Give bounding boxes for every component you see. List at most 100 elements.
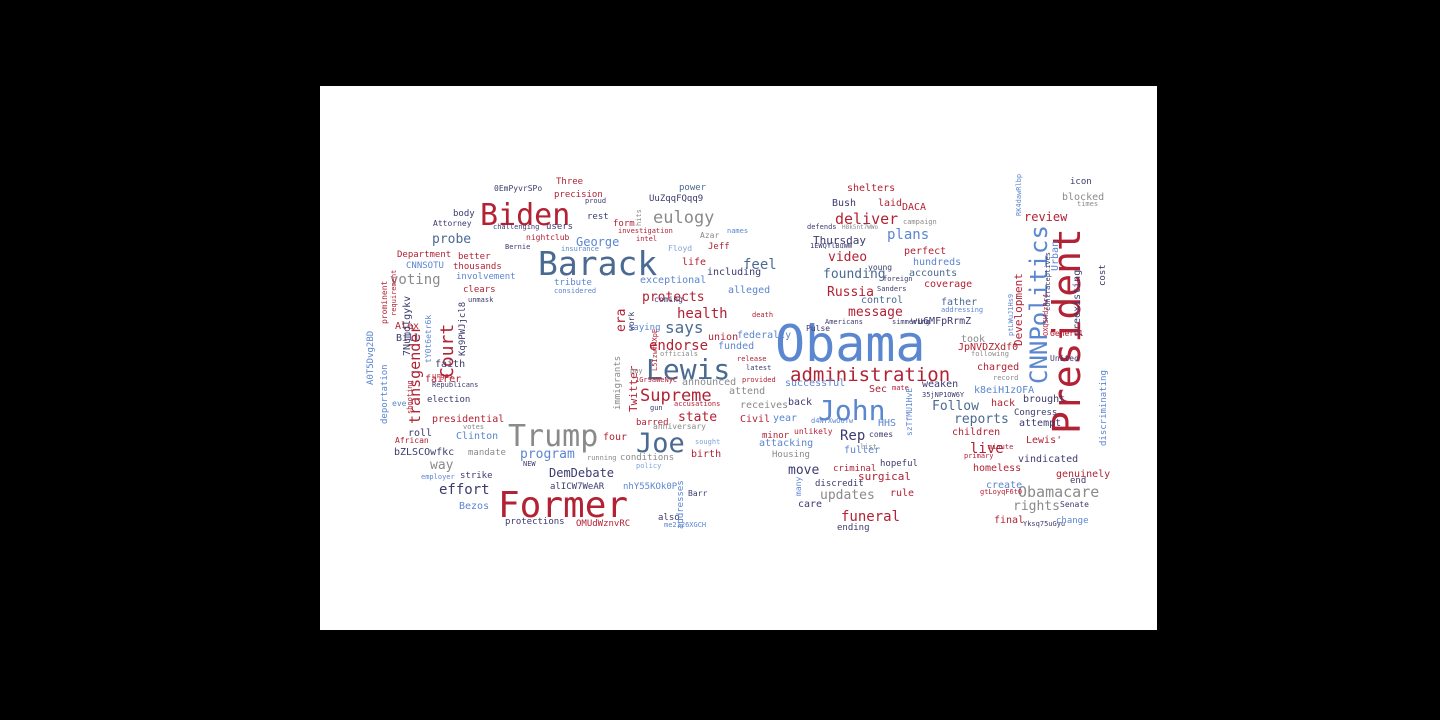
word-gtloyqf6t0: gtLoyqF6t0 [980, 488, 1022, 496]
word-primary: primary [964, 452, 994, 460]
word-clinton: Clinton [456, 431, 498, 442]
word-says: says [665, 318, 704, 337]
word-hack: hack [991, 398, 1015, 409]
word-many: many [794, 477, 803, 496]
word-final: final [994, 515, 1024, 526]
word-state: state [678, 410, 717, 425]
word-birth: birth [691, 449, 721, 460]
word-union: union [708, 332, 738, 343]
word-genuinely: genuinely [1056, 469, 1110, 480]
word-sztfmu1hve: szTfMU1HvE [905, 388, 914, 436]
word-proud: proud [585, 197, 606, 205]
word-cnnsotu: CNNSOTU [406, 261, 444, 271]
word-african: African [395, 436, 429, 445]
word-laid: laid [878, 198, 902, 209]
word-attacking: attacking [759, 438, 813, 449]
word-criminal: criminal [833, 464, 876, 474]
word-department: Department [397, 250, 451, 260]
word-nhy55kok0p: nhY55KOk0P [623, 482, 678, 492]
word-deliver: deliver [835, 210, 898, 228]
word-employer: employer [421, 473, 455, 481]
word-fuller: fuller [844, 445, 880, 456]
word-hundreds: hundreds [913, 257, 961, 268]
word-former: Former [498, 485, 628, 526]
word-death: death [752, 311, 773, 319]
word-omudwznvrc: OMUdWznvRC [576, 519, 630, 529]
word-ty0t6etr6k: tY0t6etr6k [424, 315, 433, 363]
word-icon: icon [1070, 177, 1092, 187]
word-anniversary: anniversary [653, 422, 706, 431]
word-review: review [1024, 210, 1068, 224]
word-deportation: deportation [380, 364, 390, 424]
word-challenging: challenging [493, 223, 539, 231]
word-americans: Americans [825, 318, 863, 326]
word-including: including [707, 267, 761, 278]
word-reports: reports [954, 412, 1009, 427]
word-updates: updates [820, 488, 875, 503]
word-work: work [627, 312, 636, 331]
word-george: George [576, 235, 619, 249]
word-precision: precision [554, 190, 603, 200]
word-investigation: investigation [618, 227, 673, 235]
word-surgical: surgical [858, 470, 911, 483]
word-president: President [1045, 228, 1089, 434]
word-body: body [453, 209, 475, 219]
word-lewis: Lewis [646, 353, 730, 386]
word-accusations: accusations [674, 400, 720, 408]
word-defends: defends [807, 223, 837, 231]
word-addressing: addressing [941, 306, 983, 314]
word-running: running [587, 454, 617, 462]
word-trump: Trump [508, 419, 598, 454]
word-coverage: coverage [924, 279, 972, 290]
word-alicw7wear: alICW7WeAR [550, 482, 605, 492]
word-list: list [860, 443, 877, 451]
word-charged: charged [977, 362, 1019, 373]
word-four: four [603, 432, 627, 443]
word-republicans: Republicans [432, 381, 478, 389]
word-live: live [970, 441, 1004, 457]
word-me2126xgch: me2126XGCH [664, 521, 706, 529]
word-shooting: shooting [406, 380, 414, 414]
word-founding: founding [823, 267, 886, 282]
word-cnnpolitics: CNNPolitics [1025, 225, 1053, 384]
word-bernie: Bernie [505, 243, 530, 251]
word-provided: provided [742, 376, 776, 384]
word-form: form [613, 219, 635, 229]
word-unmask: unmask [468, 296, 494, 304]
word-daca: DACA [902, 202, 926, 213]
word-oxq5hdzrr4: OXQ5HdzRr4 [1042, 294, 1050, 336]
word-names: names [727, 227, 748, 235]
word-fairer: fairer [425, 374, 461, 385]
word-back: back [788, 397, 812, 408]
word-uuzqqfqqq9: UuZqqFQqq9 [649, 194, 703, 204]
word-discriminating: discriminating [1099, 370, 1109, 446]
word-shelters: shelters [847, 183, 895, 194]
word-create: create [986, 480, 1022, 491]
word-contraceptives: contraceptives [1044, 252, 1052, 311]
word-barack: Barack [538, 244, 657, 283]
word-care: care [798, 499, 822, 510]
word-feel: feel [743, 257, 777, 273]
word-eve: eve [392, 399, 407, 408]
word-strike: strike [460, 471, 493, 481]
word-unlikely: unlikely [794, 427, 833, 436]
word-way: way [430, 458, 454, 473]
word-rk4dawrlbp: RK4dawRlbp [1015, 174, 1023, 216]
word-senate: Senate [1060, 500, 1089, 509]
word-general: General [1050, 329, 1084, 338]
word-three: Three [556, 177, 583, 187]
word-bezos: Bezos [459, 501, 489, 512]
word-prominent: prominent [380, 280, 389, 324]
word-election: election [427, 395, 470, 405]
word-plans: plans [887, 227, 929, 243]
word-7numdlgykv: 7Numdlgykv [402, 296, 413, 356]
word-transgender: transgender [406, 325, 424, 424]
word-insurance: insurance [561, 245, 599, 253]
word-attempt: attempt [1019, 418, 1061, 429]
word-addresses: addresses [676, 480, 686, 529]
word-h8k5nt7wwo: H8k5nt7WWo [842, 224, 879, 231]
word-barred: barred [636, 418, 669, 428]
word-votes: votes [463, 423, 484, 431]
word-weaken: weaken [922, 379, 958, 390]
word-rule: rule [890, 488, 914, 499]
